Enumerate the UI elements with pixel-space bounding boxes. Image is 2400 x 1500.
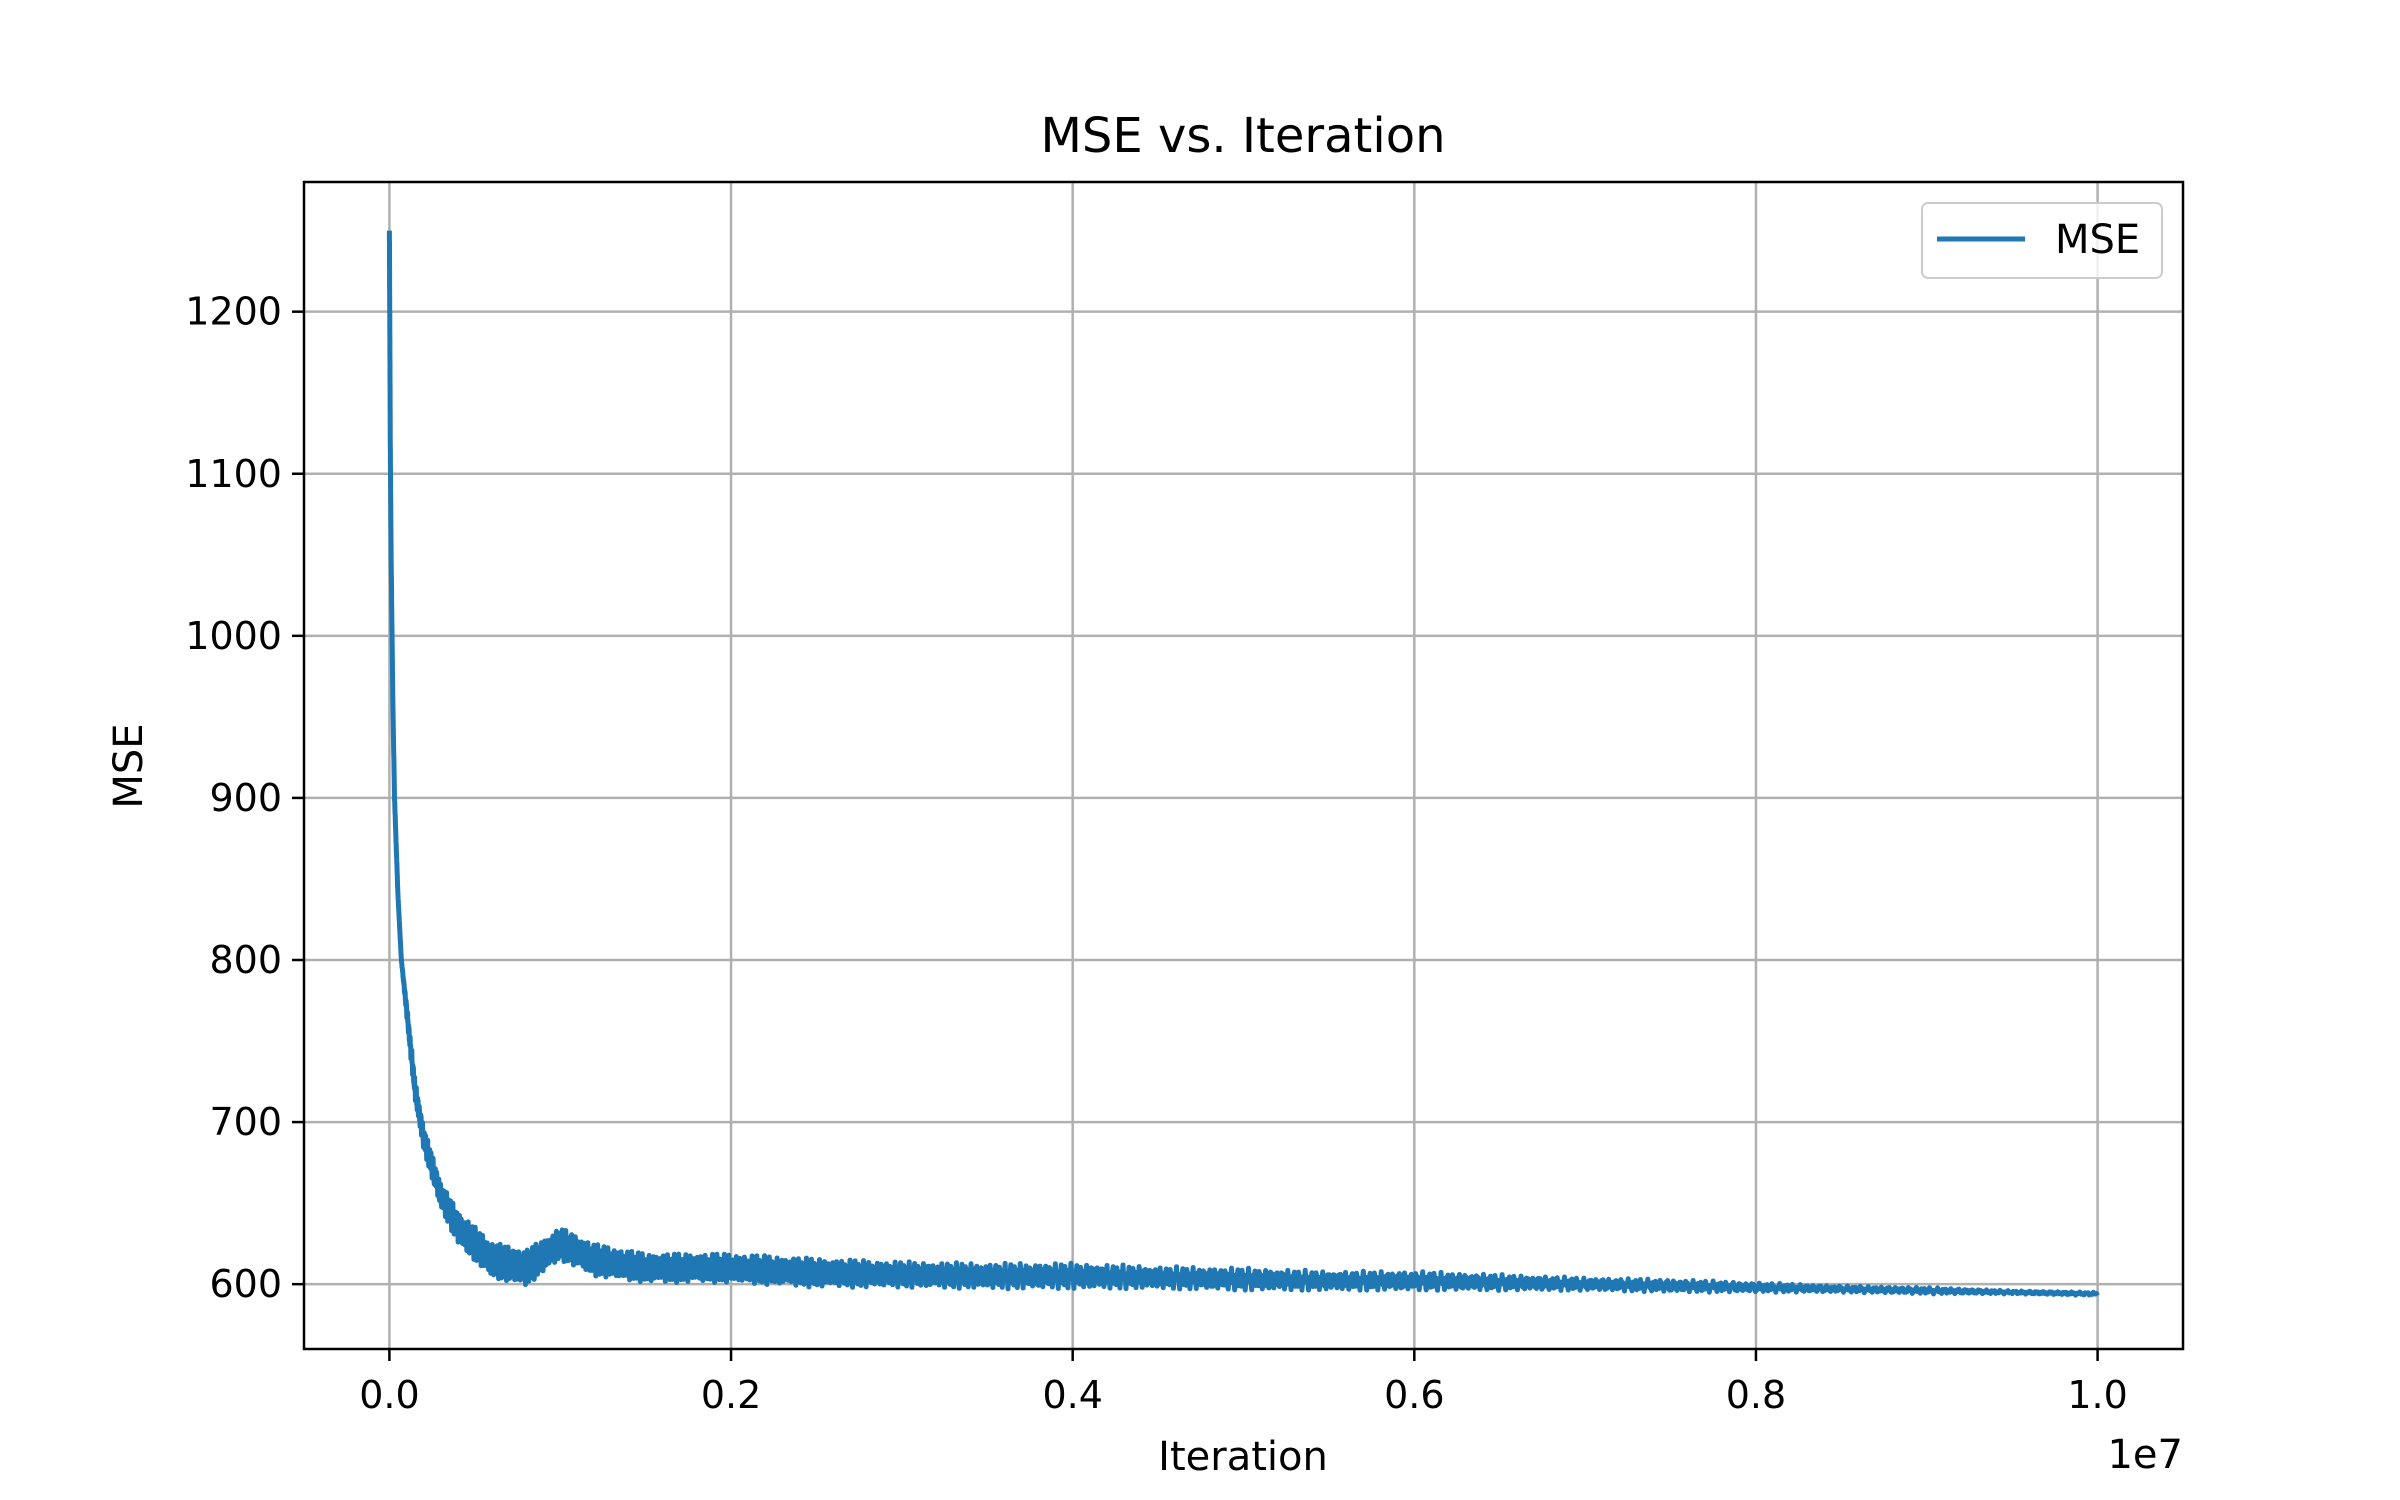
y-tick-label: 800 <box>209 938 282 982</box>
chart-title: MSE vs. Iteration <box>1041 108 1446 164</box>
x-axis-offset-label: 1e7 <box>2107 1432 2183 1478</box>
legend-box <box>1921 202 2163 279</box>
y-tick-label: 600 <box>209 1262 282 1306</box>
mse-series-line <box>386 229 2100 1298</box>
x-tick-label: 0.6 <box>1384 1373 1444 1417</box>
series-layer <box>386 229 2100 1298</box>
x-tick-label: 0.0 <box>359 1373 419 1417</box>
grid-lines <box>304 182 2183 1349</box>
y-axis-label: MSE <box>106 723 152 808</box>
legend: MSE <box>1921 202 2163 279</box>
legend-label-mse: MSE <box>2055 217 2140 263</box>
x-axis-label: Iteration <box>1158 1434 1328 1480</box>
y-tick-label: 1200 <box>185 290 282 334</box>
y-axis-ticks: 600 700 800 900 1000 1100 1200 <box>185 290 304 1306</box>
x-tick-label: 0.4 <box>1042 1373 1102 1417</box>
plot-frame <box>302 180 2185 1351</box>
x-tick-label: 0.8 <box>1726 1373 1786 1417</box>
y-tick-label: 900 <box>209 776 282 820</box>
y-tick-label: 1000 <box>185 614 282 658</box>
x-tick-label: 0.2 <box>701 1373 761 1417</box>
y-tick-label: 1100 <box>185 452 282 496</box>
y-tick-label: 700 <box>209 1100 282 1144</box>
x-axis-ticks: 0.0 0.2 0.4 0.6 0.8 1.0 <box>359 1349 2128 1417</box>
x-tick-label: 1.0 <box>2067 1373 2127 1417</box>
